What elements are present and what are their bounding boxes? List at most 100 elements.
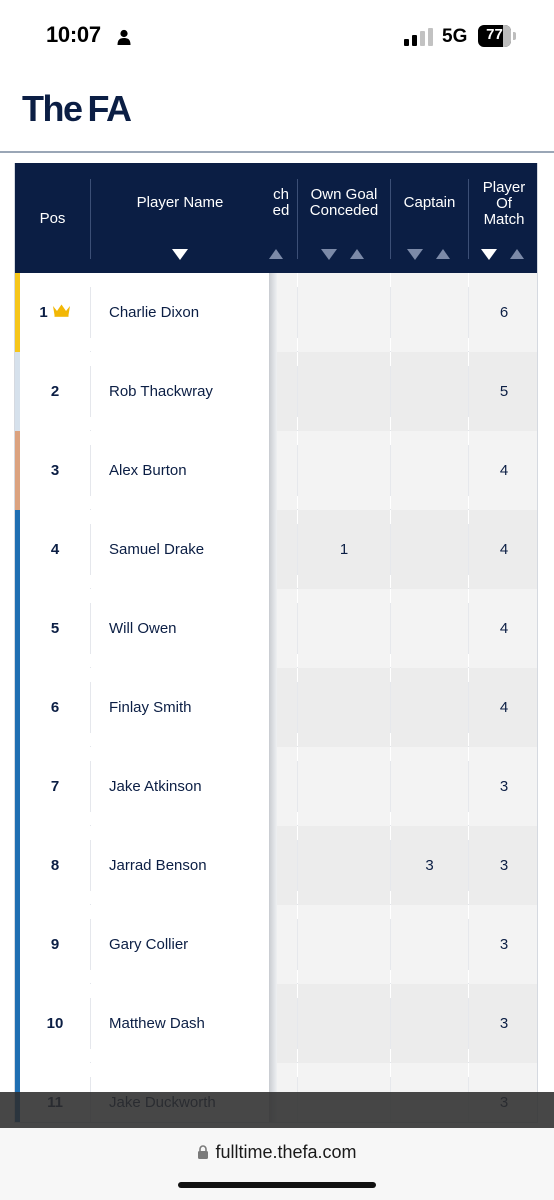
- position-indicator-bar: [15, 431, 20, 510]
- cell-player-name[interactable]: Rob Thackwray: [91, 352, 269, 431]
- cell-divider: [468, 445, 469, 496]
- column-header-captain[interactable]: Captain: [391, 163, 468, 273]
- table-row[interactable]: 8 Jarrad Benson 3 3: [15, 826, 537, 905]
- potm-value: 3: [499, 857, 509, 874]
- column-header-partial-line2: ed: [272, 202, 290, 219]
- table-row[interactable]: 4 Samuel Drake 1 4: [15, 510, 537, 589]
- cell-partial: [277, 352, 297, 431]
- cell-divider: [90, 919, 91, 970]
- table-row[interactable]: 5 Will Owen 4: [15, 589, 537, 668]
- cell-pos: 5: [20, 589, 90, 668]
- sort-asc-icon[interactable]: [510, 249, 524, 259]
- potm-value: 6: [499, 304, 509, 321]
- table-row[interactable]: 7 Jake Atkinson 3: [15, 747, 537, 826]
- column-header-partial[interactable]: ch ed: [269, 163, 297, 273]
- cell-player-name[interactable]: Gary Collier: [91, 905, 269, 984]
- column-header-player-name[interactable]: Player Name: [91, 163, 269, 273]
- cell-player-of-match: 3: [469, 905, 537, 984]
- lock-icon: [198, 1145, 209, 1159]
- cell-captain: [391, 352, 468, 431]
- player-name[interactable]: Jarrad Benson: [109, 857, 207, 874]
- cell-player-of-match: 6: [469, 273, 537, 352]
- cell-captain: [391, 589, 468, 668]
- cell-player-name[interactable]: Will Owen: [91, 589, 269, 668]
- potm-value: 3: [499, 778, 509, 795]
- battery-icon: 77: [478, 25, 516, 47]
- home-indicator[interactable]: [178, 1182, 376, 1188]
- player-name[interactable]: Will Owen: [109, 620, 177, 637]
- cell-own-goal-conceded: [298, 747, 390, 826]
- cell-partial: [277, 984, 297, 1063]
- table-row[interactable]: 9 Gary Collier 3: [15, 905, 537, 984]
- table-row[interactable]: 2 Rob Thackwray 5: [15, 352, 537, 431]
- person-icon: [117, 29, 131, 45]
- bottom-overlay: [0, 1092, 554, 1128]
- cell-divider: [297, 919, 298, 970]
- table-row[interactable]: 3 Alex Burton 4: [15, 431, 537, 510]
- table-row[interactable]: 10 Matthew Dash 3: [15, 984, 537, 1063]
- cell-own-goal-conceded: [298, 984, 390, 1063]
- cell-own-goal-conceded: [298, 826, 390, 905]
- cell-divider: [297, 840, 298, 891]
- cell-player-name[interactable]: Jarrad Benson: [91, 826, 269, 905]
- cell-own-goal-conceded: [298, 431, 390, 510]
- browser-address-bar[interactable]: fulltime.thefa.com: [0, 1128, 554, 1200]
- potm-value: 3: [499, 936, 509, 953]
- cell-divider: [390, 919, 391, 970]
- cell-divider: [390, 524, 391, 575]
- cell-player-of-match: 3: [469, 984, 537, 1063]
- player-name[interactable]: Samuel Drake: [109, 541, 205, 558]
- sort-desc-icon[interactable]: [407, 249, 423, 260]
- position-indicator-bar: [15, 273, 20, 352]
- cell-player-name[interactable]: Matthew Dash: [91, 984, 269, 1063]
- column-header-potm-line1: Player: [482, 179, 526, 196]
- cell-player-name[interactable]: Charlie Dixon: [91, 273, 269, 352]
- player-name[interactable]: Rob Thackwray: [109, 383, 213, 400]
- cell-divider: [90, 682, 91, 733]
- cell-player-name[interactable]: Samuel Drake: [91, 510, 269, 589]
- cell-divider: [90, 524, 91, 575]
- player-name[interactable]: Matthew Dash: [109, 1015, 205, 1032]
- player-name[interactable]: Jake Atkinson: [109, 778, 202, 795]
- column-header-pos[interactable]: Pos: [15, 163, 90, 273]
- cell-divider: [468, 919, 469, 970]
- cell-player-name[interactable]: Jake Atkinson: [91, 747, 269, 826]
- sort-desc-icon[interactable]: [172, 249, 188, 260]
- table-header: Pos Player Name ch ed Own Goal Conceded …: [15, 163, 537, 273]
- position-indicator-bar: [15, 826, 20, 905]
- cell-player-name[interactable]: Alex Burton: [91, 431, 269, 510]
- cell-pos: 9: [20, 905, 90, 984]
- sort-asc-icon[interactable]: [269, 249, 283, 259]
- cell-divider: [90, 840, 91, 891]
- cell-divider: [468, 682, 469, 733]
- player-name[interactable]: Gary Collier: [109, 936, 189, 953]
- player-name[interactable]: Alex Burton: [109, 462, 187, 479]
- column-header-player-of-match[interactable]: Player Of Match: [469, 163, 537, 273]
- sort-desc-icon[interactable]: [321, 249, 337, 260]
- the-fa-logo[interactable]: The FA: [22, 88, 133, 130]
- cell-player-of-match: 4: [469, 510, 537, 589]
- header-divider: [297, 179, 298, 259]
- pos-value: 5: [50, 620, 60, 637]
- cell-pos: 7: [20, 747, 90, 826]
- cell-partial: [277, 273, 297, 352]
- pos-value: 9: [50, 936, 60, 953]
- sort-desc-icon[interactable]: [481, 249, 497, 260]
- captain-value: 3: [425, 857, 434, 874]
- stats-table[interactable]: Pos Player Name ch ed Own Goal Conceded …: [14, 163, 538, 1123]
- scroll-shadow: [269, 273, 277, 352]
- cell-partial: [277, 431, 297, 510]
- player-name[interactable]: Finlay Smith: [109, 699, 192, 716]
- player-name[interactable]: Charlie Dixon: [109, 304, 200, 321]
- column-header-own-goal-conceded[interactable]: Own Goal Conceded: [298, 163, 390, 273]
- table-row[interactable]: 1 Charlie Dixon 6: [15, 273, 537, 352]
- table-row[interactable]: 6 Finlay Smith 4: [15, 668, 537, 747]
- url-display[interactable]: fulltime.thefa.com: [0, 1142, 554, 1163]
- sort-asc-icon[interactable]: [436, 249, 450, 259]
- cell-own-goal-conceded: [298, 668, 390, 747]
- cell-player-name[interactable]: Finlay Smith: [91, 668, 269, 747]
- cell-divider: [297, 603, 298, 654]
- sort-asc-icon[interactable]: [350, 249, 364, 259]
- logo-fa: FA: [87, 88, 133, 129]
- column-header-potm-line3: Match: [483, 211, 525, 228]
